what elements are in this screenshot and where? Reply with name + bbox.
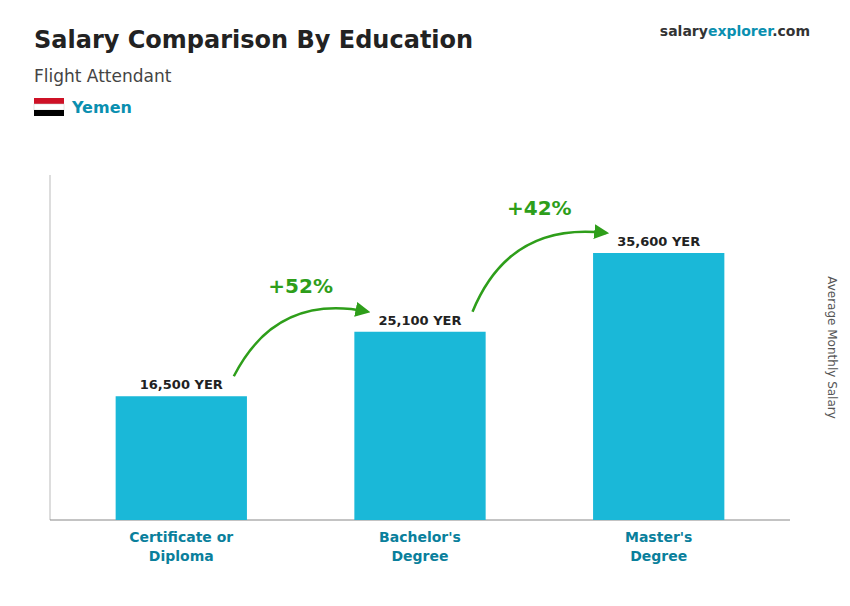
bar [354, 332, 485, 520]
bar [116, 396, 247, 520]
flag [34, 98, 64, 116]
x-tick-label: Certificate or Diploma [129, 529, 233, 564]
brand: salaryexplorer.com [660, 23, 810, 39]
x-tick-label-line: Bachelor's [379, 529, 461, 545]
flag-stripe [34, 110, 64, 116]
country: Yemen [71, 98, 132, 117]
bar [593, 253, 724, 520]
change-label: +42% [507, 196, 572, 220]
x-tick-label-line: Certificate or [129, 529, 233, 545]
x-tick-label: Master's Degree [625, 529, 692, 564]
x-tick-label: Bachelor's Degree [379, 529, 461, 564]
x-tick-label-line: Diploma [149, 548, 214, 564]
data-label: 25,100 YER [379, 313, 462, 328]
chart-container: Salary Comparison By Education Flight Att… [0, 0, 850, 606]
title: Salary Comparison By Education [34, 26, 473, 54]
brand-part: explorer [708, 23, 774, 39]
change-arrow [234, 308, 368, 376]
x-tick-label-line: Degree [391, 548, 448, 564]
flag-stripe [34, 98, 64, 104]
chart-svg: Salary Comparison By Education Flight Att… [0, 0, 850, 606]
y-axis-line [50, 175, 51, 520]
data-label: 35,600 YER [617, 234, 700, 249]
change-label: +52% [268, 274, 333, 298]
subtitle: Flight Attendant [34, 66, 172, 86]
x-tick-label-line: Master's [625, 529, 692, 545]
y-label: Average Monthly Salary [825, 276, 839, 419]
data-label: 16,500 YER [140, 377, 223, 392]
brand-part: salary [660, 23, 708, 39]
x-tick-label-line: Degree [630, 548, 687, 564]
brand-part: .com [772, 23, 810, 39]
bars [116, 253, 725, 520]
flag-stripe [34, 104, 64, 110]
change-arrow [473, 232, 607, 312]
